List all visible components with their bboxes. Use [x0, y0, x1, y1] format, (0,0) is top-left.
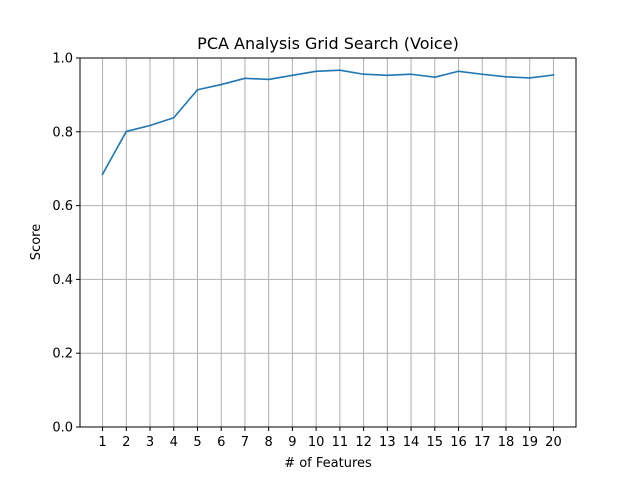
x-tick-label: 6	[217, 435, 225, 450]
x-tick-label: 10	[308, 435, 325, 450]
y-axis-label: Score	[29, 224, 44, 260]
x-tick-label: 1	[98, 435, 106, 450]
data-point	[125, 131, 127, 133]
x-tick-label: 2	[122, 435, 130, 450]
tick-layer: 1 2 3 4 5 6 7 8 9 10 11 12 13 14 15 16 17 18 19 200.00.20.4…	[52, 52, 561, 451]
data-point	[553, 74, 555, 76]
x-tick-label: 5	[193, 435, 201, 450]
data-point	[149, 125, 151, 127]
x-tick-label: 17	[474, 435, 491, 450]
data-point	[268, 79, 270, 81]
x-tick-label: 8	[265, 435, 273, 450]
chart-title: PCA Analysis Grid Search (Voice)	[197, 34, 459, 53]
data-point	[387, 75, 389, 77]
x-tick-label: 14	[403, 435, 420, 450]
y-tick-label: 0.6	[52, 199, 73, 214]
x-tick-label: 13	[379, 435, 396, 450]
x-tick-label: 9	[288, 435, 296, 450]
data-point	[458, 70, 460, 72]
x-tick-label: 12	[355, 435, 372, 450]
y-tick-label: 0.0	[52, 421, 73, 436]
data-point	[173, 117, 175, 119]
data-point	[529, 77, 531, 79]
x-tick-label: 18	[498, 435, 515, 450]
x-tick-label: 3	[146, 435, 154, 450]
series-layer	[102, 69, 555, 175]
x-tick-label: 20	[545, 435, 562, 450]
data-point	[315, 70, 317, 72]
grid-layer	[80, 58, 576, 427]
y-tick-label: 1.0	[52, 52, 73, 67]
data-point	[434, 76, 436, 78]
data-point	[410, 73, 412, 75]
y-tick-label: 0.2	[52, 347, 73, 362]
data-point	[339, 69, 341, 71]
x-tick-label: 16	[450, 435, 467, 450]
data-point	[197, 89, 199, 91]
x-axis-label: # of Features	[284, 456, 372, 471]
x-tick-label: 15	[427, 435, 444, 450]
x-tick-label: 4	[170, 435, 178, 450]
data-point	[363, 73, 365, 75]
plot-frame	[80, 58, 576, 427]
data-point	[244, 77, 246, 79]
data-point	[505, 76, 507, 78]
x-tick-label: 7	[241, 435, 249, 450]
y-tick-label: 0.4	[52, 273, 73, 288]
x-tick-label: 11	[332, 435, 349, 450]
y-tick-label: 0.8	[52, 125, 73, 140]
data-point	[220, 84, 222, 86]
x-tick-label: 19	[521, 435, 538, 450]
series-line	[103, 70, 554, 174]
data-point	[102, 173, 104, 175]
data-point	[481, 73, 483, 75]
data-point	[292, 75, 294, 77]
